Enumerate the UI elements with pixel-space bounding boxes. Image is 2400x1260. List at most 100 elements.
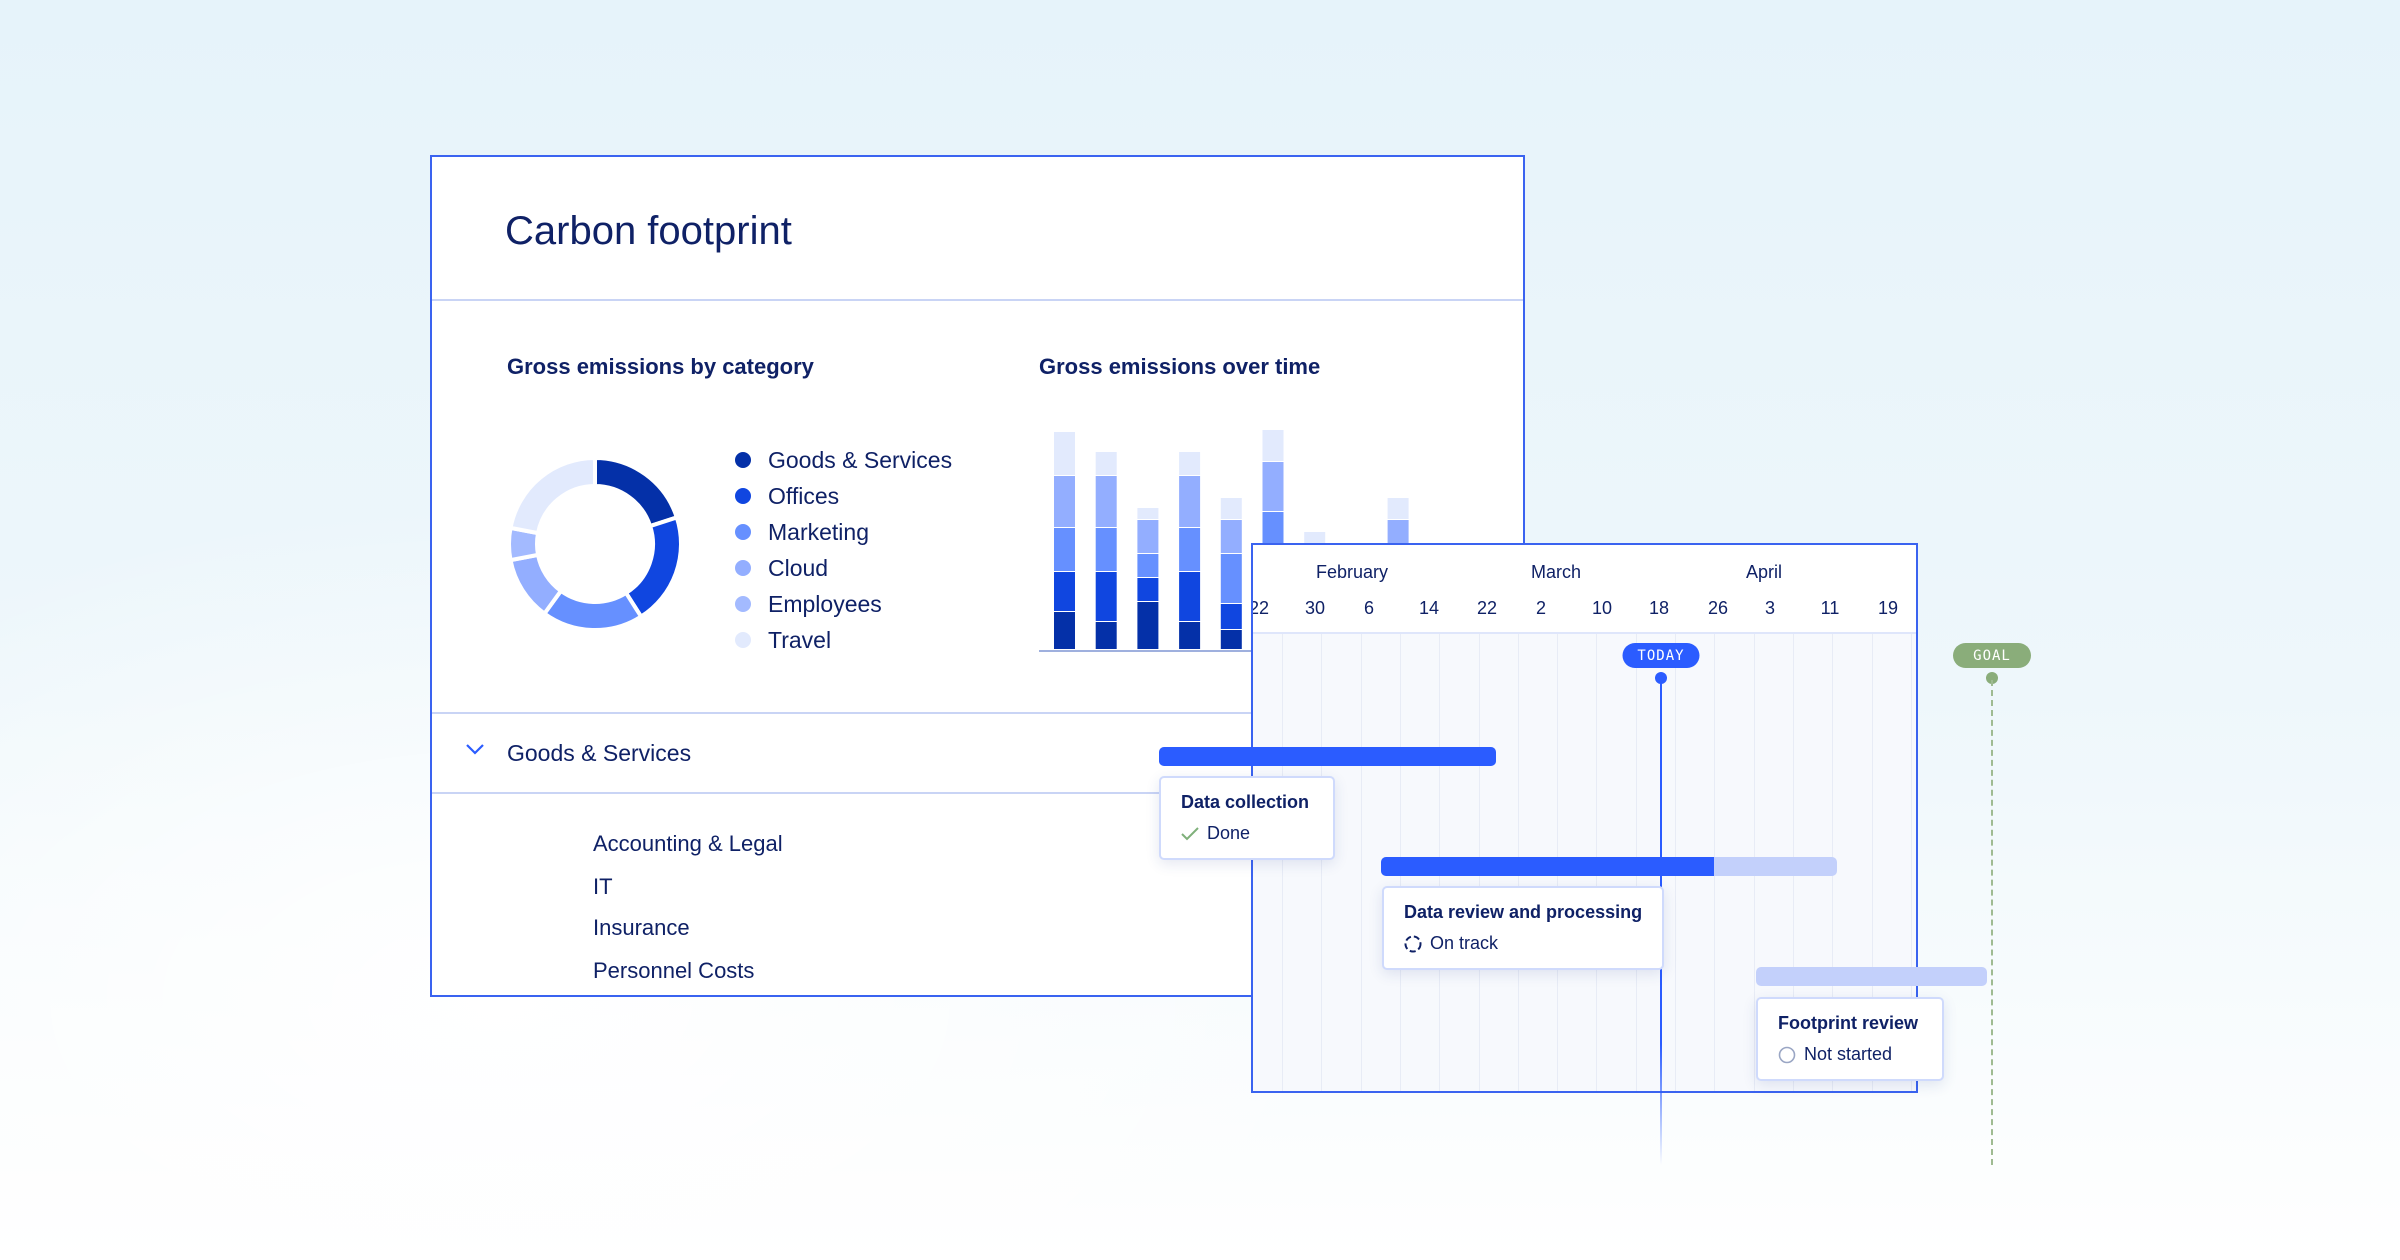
bar-segment — [1095, 528, 1117, 571]
bar-segment — [1137, 520, 1159, 553]
day-label: 22 — [1253, 598, 1270, 618]
subcategory-item[interactable]: IT — [593, 874, 613, 899]
grid-line — [1360, 634, 1362, 1091]
day-label: 10 — [1591, 598, 1613, 618]
donut-slice — [508, 455, 597, 536]
legend-dot — [735, 488, 751, 504]
legend-item: Marketing — [735, 514, 952, 550]
task-status: Not started — [1804, 1044, 1893, 1064]
task-name: Data collection — [1181, 792, 1310, 812]
task-bar-data-review[interactable] — [1381, 857, 1837, 876]
subcategory-item[interactable]: Personnel Costs — [593, 958, 755, 983]
task-card-data-review[interactable]: Data review and processing On track — [1382, 886, 1664, 970]
bar-segment — [1220, 630, 1242, 649]
bar-segment — [1137, 602, 1159, 649]
legend-label: Employees — [768, 590, 882, 617]
divider — [432, 299, 1523, 301]
accordion-label: Goods & Services — [507, 740, 692, 766]
bar-segment — [1137, 554, 1159, 577]
bar-segment — [1179, 622, 1201, 649]
empty-circle-icon — [1778, 1046, 1796, 1063]
bar-segment — [1179, 452, 1201, 475]
bar-segment — [1095, 452, 1117, 475]
legend-label: Offices — [768, 482, 840, 509]
accordion-goods-services[interactable]: Goods & Services — [432, 714, 1523, 794]
legend-dot — [735, 452, 751, 468]
task-bar-footprint-review[interactable] — [1756, 967, 1987, 986]
bar-segment — [1220, 604, 1242, 629]
category-donut-chart — [507, 455, 683, 632]
legend-dot — [735, 524, 751, 540]
day-label: 19 — [1877, 598, 1899, 618]
legend-dot — [735, 560, 751, 576]
today-marker — [1655, 672, 1667, 684]
bar-segment — [1179, 476, 1201, 527]
legend-label: Cloud — [768, 554, 829, 581]
legend-item: Offices — [735, 478, 952, 514]
bar-segment — [1054, 572, 1075, 611]
day-label: 11 — [1820, 598, 1840, 618]
grid-line — [1321, 634, 1323, 1091]
task-status: On track — [1430, 933, 1499, 953]
grid-line — [1282, 634, 1283, 1091]
divider — [432, 792, 1523, 794]
subcategory-item[interactable]: Insurance — [593, 915, 690, 940]
bar-segment — [1220, 520, 1242, 553]
bar-segment — [1054, 432, 1075, 475]
goal-badge: GOAL — [1953, 643, 2031, 668]
task-bar-data-collection[interactable] — [1159, 747, 1496, 766]
page-title: Carbon footprint — [505, 209, 792, 253]
month-label: April — [1745, 562, 1783, 582]
category-legend: Goods & Services Offices Marketing Cloud Emp… — [735, 442, 952, 658]
day-label: 2 — [1535, 598, 1547, 618]
legend-item: Goods & Services — [735, 442, 952, 478]
grid-line — [1871, 634, 1873, 1091]
bar-segment — [1095, 572, 1117, 621]
bar-segment — [1054, 612, 1075, 649]
goal-line — [1991, 680, 1993, 1165]
bar-segment — [1137, 508, 1159, 519]
legend-dot — [735, 596, 751, 612]
dashed-circle-icon — [1404, 935, 1422, 952]
bar-segment — [1220, 554, 1242, 603]
legend-item: Cloud — [735, 550, 952, 586]
chevron-down-icon[interactable] — [465, 742, 485, 756]
task-card-footprint-review[interactable]: Footprint review Not started — [1756, 997, 1944, 1081]
bar-segment — [1262, 430, 1284, 461]
subcategory-item[interactable]: Accounting & Legal — [593, 831, 783, 856]
legend-item: Travel — [735, 622, 952, 658]
day-label: 30 — [1304, 598, 1326, 618]
goal-marker — [1986, 672, 1998, 684]
day-label: 26 — [1707, 598, 1729, 618]
task-name: Data review and processing — [1404, 902, 1643, 922]
month-label: February — [1315, 562, 1389, 582]
legend-label: Goods & Services — [768, 446, 953, 473]
bar-segment — [1095, 622, 1117, 649]
day-label: 22 — [1476, 598, 1498, 618]
day-label: 14 — [1418, 598, 1440, 618]
day-label: 3 — [1764, 598, 1776, 618]
bar-segment — [1054, 476, 1075, 527]
bar-segment — [1095, 476, 1117, 527]
time-chart-title: Gross emissions over time — [1039, 354, 1321, 379]
legend-dot — [735, 632, 751, 648]
today-badge: TODAY — [1622, 643, 1700, 668]
task-card-data-collection[interactable]: Data collection Done — [1159, 776, 1335, 860]
bar-segment — [1179, 528, 1201, 571]
bar-segment — [1304, 532, 1326, 543]
legend-item: Employees — [735, 586, 952, 622]
day-label: 6 — [1363, 598, 1375, 618]
month-label: March — [1530, 562, 1582, 582]
check-icon — [1181, 826, 1199, 840]
legend-label: Travel — [768, 626, 832, 653]
bar-segment — [1179, 572, 1201, 621]
task-name: Footprint review — [1778, 1013, 1919, 1033]
legend-label: Marketing — [768, 518, 869, 545]
bar-segment — [1054, 528, 1075, 571]
bar-segment — [1137, 578, 1159, 601]
grid-line — [1910, 634, 1912, 1091]
bar-segment — [1262, 462, 1284, 511]
divider — [432, 712, 1523, 714]
day-label: 18 — [1648, 598, 1670, 618]
bar-segment — [1387, 498, 1409, 519]
